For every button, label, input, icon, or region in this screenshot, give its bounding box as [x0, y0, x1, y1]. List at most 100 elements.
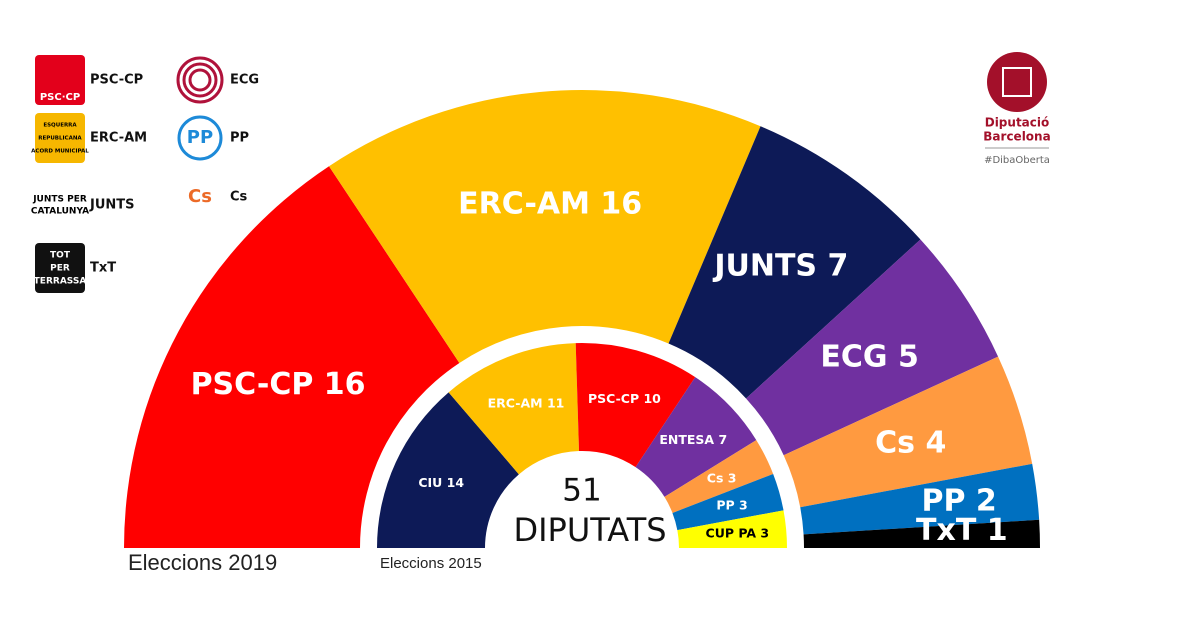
- seat-slice: [672, 473, 784, 531]
- legend-entry: Cs Cs: [175, 172, 248, 222]
- slice-label-value: 2: [976, 483, 997, 518]
- seat-slice: [677, 510, 787, 548]
- seat-slice: [803, 519, 1040, 548]
- legend-label: JUNTS: [89, 198, 135, 213]
- legend-label: PSC-CP: [90, 73, 143, 88]
- total-label: DIPUTATS: [513, 511, 666, 549]
- legend-entry: PP PP: [175, 113, 249, 163]
- slice-label-name: Cs: [707, 470, 724, 485]
- legend-label: PP: [230, 131, 249, 146]
- slice-label-name: ECG: [820, 339, 887, 374]
- rings: [124, 89, 1040, 548]
- legend-logo-text: PSC·CP: [40, 92, 80, 103]
- seat-slice: [329, 89, 761, 363]
- legend-entry: JUNTS PER CATALUNYA JUNTS: [31, 180, 135, 230]
- slice-label: ECG 5: [820, 339, 918, 374]
- brand-logo: Diputació Barcelona #DibaOberta: [983, 52, 1051, 166]
- slice-label-name: CIU: [418, 475, 442, 490]
- legend-logo-ring: [176, 56, 224, 104]
- legend-logo: [35, 180, 85, 230]
- slice-label-value: 4: [925, 425, 946, 460]
- legend-logo-text: REPUBLICANA: [38, 136, 82, 142]
- slice-label-name: TxT: [916, 513, 977, 548]
- legend-logo-text: ACORD MUNICIPAL: [31, 149, 89, 155]
- legend-logo: [175, 172, 225, 222]
- seat-slice: [124, 166, 460, 548]
- slice-label: PSC-CP 10: [588, 390, 661, 405]
- slice-label: TxT 1: [916, 513, 1008, 548]
- legend-logo: [35, 113, 85, 163]
- slice-label-value: 11: [547, 395, 564, 410]
- legend-logo-ring: [177, 115, 223, 161]
- legend-logo-text: PER: [50, 264, 70, 274]
- slice-label: CUP PA 3: [706, 525, 770, 540]
- slice-label: PP 2: [921, 483, 996, 518]
- legend-label: ERC-AM: [90, 131, 147, 146]
- seat-slice: [746, 239, 999, 456]
- legend-logo: [35, 243, 85, 293]
- inner-title: Eleccions 2015: [380, 555, 482, 572]
- slice-label-value: 3: [739, 497, 748, 512]
- slice-label: Cs 3: [707, 470, 737, 485]
- slice-label-name: ERC-AM: [458, 186, 590, 221]
- seat-slice: [664, 440, 774, 513]
- legend-logo-text: TOT: [50, 251, 71, 261]
- legend-logo: [175, 55, 225, 105]
- slice-label: PP 3: [716, 497, 747, 512]
- slice-label-value: 3: [760, 525, 769, 540]
- legend-logo-text: JUNTS PER: [32, 195, 87, 205]
- slice-label-value: 7: [827, 248, 848, 283]
- seat-slice: [448, 343, 580, 475]
- legend: PSC·CP PSC-CP ESQUERRA REPUBLICANA ACORD MUN…: [31, 55, 259, 293]
- legend-logo-ring: [182, 62, 218, 98]
- slice-label-name: PSC-CP: [588, 390, 639, 405]
- brand-emblem: [987, 52, 1047, 112]
- seat-slice: [783, 356, 1033, 508]
- legend-label: Cs: [230, 190, 248, 205]
- outer-title: Eleccions 2019: [128, 550, 277, 575]
- seat-slice: [377, 392, 519, 548]
- slice-label-value: 7: [718, 432, 727, 447]
- brand-emblem-shield: [1002, 67, 1032, 97]
- brand-line2: Barcelona: [983, 130, 1050, 144]
- legend-entry: ECG: [175, 55, 259, 105]
- slice-label-name: JUNTS: [712, 248, 817, 283]
- legend-logo-text: Cs: [188, 186, 212, 207]
- slice-label-name: ERC-AM: [488, 395, 543, 410]
- brand-line1: Diputació: [985, 116, 1050, 130]
- slice-label-name: CUP PA: [706, 525, 757, 540]
- slice-label-name: PSC-CP: [191, 366, 314, 401]
- legend-logo-text: TERRASSA: [34, 277, 87, 287]
- legend-label: TxT: [90, 261, 116, 276]
- legend-logo-ring: [188, 68, 212, 92]
- total-seats: 51: [562, 473, 601, 509]
- slice-label: JUNTS 7: [712, 248, 848, 283]
- slice-label: ENTESA 7: [659, 432, 727, 447]
- slice-label: ERC-AM 16: [458, 186, 642, 221]
- seat-slice: [800, 463, 1040, 535]
- legend-logo: [35, 55, 85, 105]
- legend-entry: PSC·CP PSC-CP: [35, 55, 143, 105]
- slice-label: Cs 4: [875, 425, 946, 460]
- slice-label-value: 1: [987, 513, 1008, 548]
- legend-logo-text: CATALUNYA: [31, 207, 89, 217]
- seat-slice: [575, 343, 696, 468]
- slice-label-name: PP: [716, 497, 734, 512]
- slice-label-value: 5: [898, 339, 919, 374]
- slice-label-value: 3: [728, 470, 737, 485]
- legend-label: ECG: [230, 73, 259, 88]
- seat-slice: [668, 126, 921, 399]
- slice-label: PSC-CP 16: [191, 366, 366, 401]
- slice-label-value: 16: [600, 186, 642, 221]
- slice-label-value: 14: [447, 475, 465, 490]
- slice-label-name: Cs: [875, 425, 915, 460]
- slice-label: ERC-AM 11: [488, 395, 565, 410]
- slice-label-name: ENTESA: [659, 432, 714, 447]
- legend-logo-text: PP: [187, 127, 213, 148]
- legend-logo-text: ESQUERRA: [43, 123, 77, 129]
- legend-logo: [175, 113, 225, 163]
